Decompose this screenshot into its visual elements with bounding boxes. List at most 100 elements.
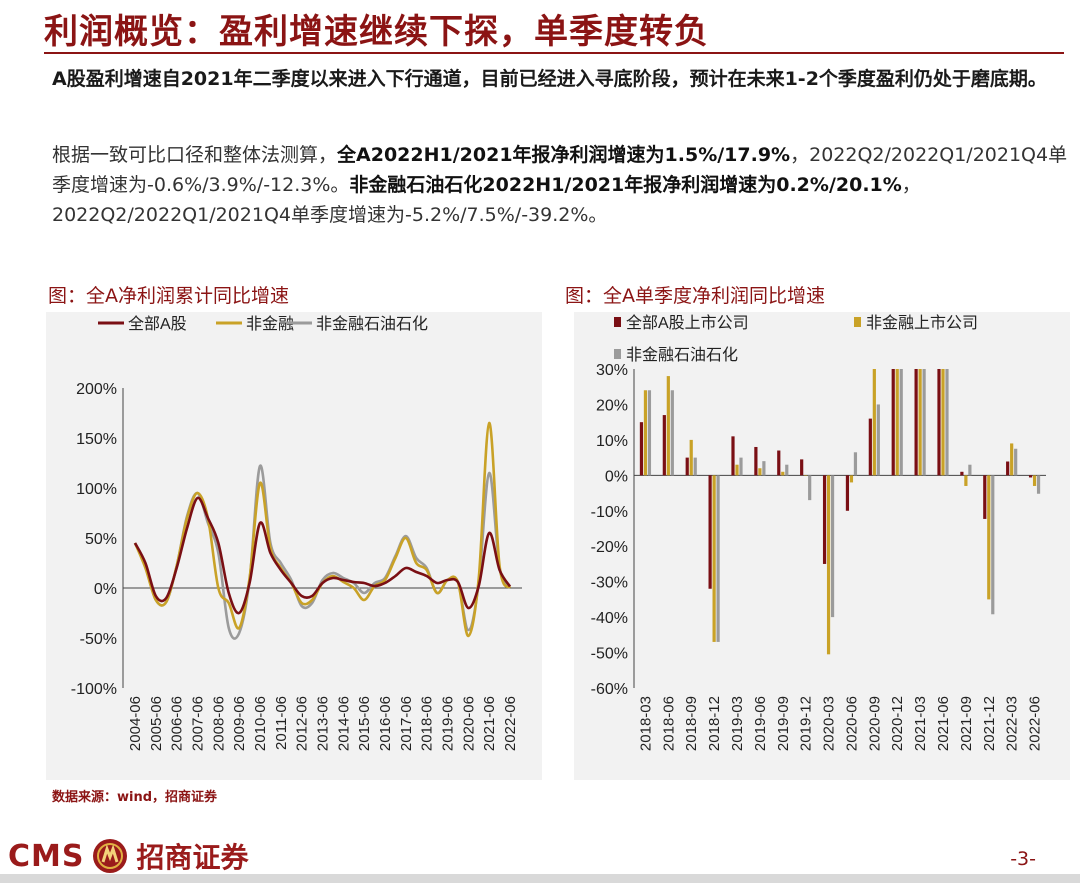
bar-series-1 <box>781 471 785 476</box>
bar-series-0 <box>983 475 987 519</box>
y-tick-label: -50% <box>80 631 117 648</box>
x-tick-label: 2022-06 <box>1027 696 1044 751</box>
bar-series-0 <box>662 415 666 476</box>
x-tick-label: 2011-06 <box>273 696 290 750</box>
x-tick-label: 2005-06 <box>148 696 165 751</box>
x-tick-label: 2012-06 <box>294 696 311 751</box>
company-logo: CMS 招商证券 <box>8 836 249 876</box>
x-tick-label: 2021-12 <box>981 696 998 751</box>
para-text-2: ，2022Q2/2022Q1/2021Q4单季度增速为-0.6%/3.9%/-1… <box>52 144 1068 196</box>
right-chart-title: 图：全A单季度净利润同比增速 <box>565 285 825 307</box>
bar-series-1 <box>804 475 808 476</box>
y-tick-label: 150% <box>76 431 117 448</box>
bar-series-0 <box>1028 475 1033 478</box>
bar-series-0 <box>754 446 758 476</box>
bar-series-2 <box>739 457 743 476</box>
x-tick-label: 2019-06 <box>752 696 769 751</box>
logo-text: CMS <box>8 838 85 874</box>
bar-series-2 <box>808 475 812 501</box>
bar-series-1 <box>712 475 716 642</box>
x-tick-label: 2014-06 <box>335 696 352 751</box>
para-bold-1: 全A2022H1/2021年报净利润增速为1.5%/17.9% <box>337 144 791 166</box>
line-series-1 <box>133 421 512 638</box>
bar-series-1 <box>735 464 739 476</box>
x-tick-label: 2008-06 <box>210 696 227 751</box>
right-chart-panel: -60% -50% -40% -30% -20% -10% 0% 10% 20% 30% 2018-… <box>574 312 1070 780</box>
bar-series-2 <box>899 369 903 476</box>
left-chart-title: 图：全A净利润累计同比增速 <box>48 285 289 307</box>
legend-label: 非金融石油石化 <box>316 315 428 333</box>
company-name: 招商证券 <box>136 841 249 874</box>
y-tick-label: 0% <box>605 468 628 485</box>
x-tick-label: 2007-06 <box>190 696 207 751</box>
bar-series-0 <box>1006 461 1010 476</box>
x-tick-label: 2020-06 <box>843 696 860 751</box>
bar-series-2 <box>968 464 972 476</box>
bar-series-2 <box>1014 448 1018 476</box>
y-tick-label: 200% <box>76 381 117 398</box>
x-tick-label: 2019-12 <box>798 696 815 751</box>
bar-series-1 <box>689 439 693 476</box>
left-chart-panel: -100% -50% 0% 50% 100% 150% 200% 2004-06 2005-06… <box>46 312 542 780</box>
bar-series-2 <box>922 369 926 476</box>
source-note: 数据来源：wind，招商证券 <box>52 790 218 805</box>
bar-series-0 <box>777 450 781 476</box>
bar-series-0 <box>937 369 941 476</box>
x-tick-label: 2017-06 <box>398 696 415 751</box>
bar-series-0 <box>914 369 918 476</box>
page-number: -3- <box>1010 848 1036 870</box>
y-tick-label: 30% <box>596 362 628 379</box>
x-tick-label: 2016-06 <box>377 696 394 751</box>
x-tick-label: 2010-06 <box>252 696 269 751</box>
x-tick-label: 2021-06 <box>481 696 498 751</box>
y-tick-label: 0% <box>94 581 117 598</box>
y-tick-label: -50% <box>591 646 628 663</box>
bar-series-1 <box>895 369 899 476</box>
x-tick-label: 2019-06 <box>440 696 457 751</box>
x-tick-label: 2006-06 <box>169 696 186 751</box>
x-tick-label: 2015-06 <box>356 696 373 751</box>
bar-series-0 <box>868 418 872 476</box>
bar-series-2 <box>876 404 880 476</box>
x-tick-label: 2021-09 <box>958 696 975 751</box>
y-tick-label: 100% <box>76 481 117 498</box>
y-tick-label: -100% <box>71 681 117 698</box>
legend-label: 非金融石油石化 <box>626 346 738 364</box>
left-line-chart: -100% -50% 0% 50% 100% 150% 200% 2004-06 2005-06… <box>71 315 522 751</box>
legend-label: 非金融 <box>246 315 294 333</box>
bar-series-2 <box>1036 475 1041 494</box>
bar-series-2 <box>716 475 720 642</box>
line-series-2 <box>133 464 512 640</box>
bar-series-1 <box>872 369 876 476</box>
footer-bar <box>0 874 1080 883</box>
y-tick-label: -60% <box>591 681 628 698</box>
line-series-0 <box>133 496 512 615</box>
bar-series-1 <box>941 369 945 476</box>
bar-series-2 <box>853 452 858 476</box>
bar-series-2 <box>830 475 835 618</box>
bar-series-1 <box>1032 475 1037 486</box>
bar-series-1 <box>666 376 670 476</box>
para-text-3: ， 2022Q2/2022Q1/2021Q4单季度增速为-5.2%/7.5%/-… <box>52 174 921 226</box>
y-tick-label: 20% <box>596 397 628 414</box>
x-tick-label: 2022-03 <box>1004 696 1021 751</box>
right-bar-chart: -60% -50% -40% -30% -20% -10% 0% 10% 20% 30% 2018-… <box>591 314 1046 751</box>
x-tick-label: 2020-03 <box>821 696 838 751</box>
x-tick-label: 2022-06 <box>502 696 519 751</box>
para-bold-2: 非金融石油石化2022H1/2021年报净利润增速为0.2%/20.1% <box>349 174 902 196</box>
x-tick-label: 2018-09 <box>683 696 700 751</box>
bar-series-2 <box>693 457 697 476</box>
bar-series-0 <box>731 436 735 476</box>
bar-series-2 <box>762 461 766 476</box>
page-title: 利润概览：盈利增速继续下探，单季度转负 <box>44 12 709 52</box>
bar-series-1 <box>643 390 648 476</box>
bar-series-1 <box>918 369 922 476</box>
title-divider <box>44 52 1064 54</box>
bar-series-2 <box>991 475 995 615</box>
x-tick-label: 2020-12 <box>889 696 906 751</box>
y-tick-label: -40% <box>591 610 628 627</box>
x-tick-label: 2009-06 <box>231 696 248 751</box>
bar-series-2 <box>785 464 789 476</box>
x-tick-label: 2013-06 <box>315 696 332 751</box>
x-tick-label: 2018-12 <box>706 696 723 751</box>
